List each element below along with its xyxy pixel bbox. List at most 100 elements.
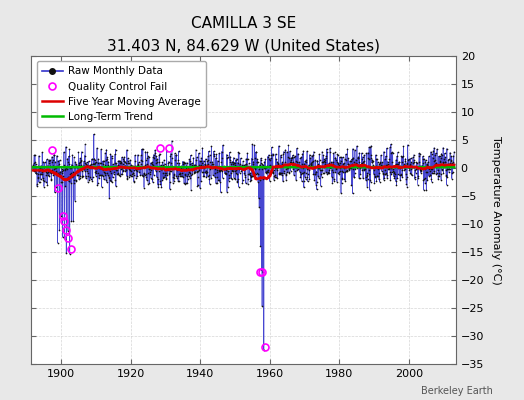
Point — [146, 165, 154, 172]
Point — [315, 156, 324, 163]
Point — [219, 142, 227, 148]
Point — [107, 152, 116, 159]
Point — [139, 171, 148, 177]
Point — [366, 177, 375, 183]
Point — [311, 157, 319, 163]
Point — [267, 169, 275, 176]
Point — [240, 162, 248, 168]
Point — [243, 150, 252, 156]
Point — [281, 166, 290, 172]
Point — [261, 164, 269, 171]
Point — [401, 156, 410, 162]
Point — [434, 176, 442, 182]
Point — [211, 164, 220, 171]
Point — [375, 178, 384, 185]
Point — [345, 166, 353, 172]
Point — [38, 149, 46, 156]
Point — [331, 155, 340, 161]
Point — [112, 160, 121, 166]
Point — [168, 138, 176, 144]
Point — [236, 155, 245, 161]
Point — [357, 161, 365, 168]
Point — [160, 174, 169, 180]
Point — [413, 172, 422, 179]
Point — [346, 164, 354, 170]
Point — [181, 172, 189, 178]
Point — [57, 179, 65, 185]
Point — [324, 167, 333, 174]
Point — [190, 169, 199, 175]
Point — [162, 170, 170, 176]
Point — [235, 150, 243, 156]
Point — [200, 164, 209, 171]
Point — [50, 166, 58, 172]
Point — [35, 153, 43, 159]
Point — [156, 151, 164, 157]
Point — [365, 167, 374, 174]
Point — [342, 151, 350, 157]
Point — [263, 169, 271, 175]
Point — [215, 167, 224, 174]
Point — [283, 148, 291, 155]
Point — [31, 159, 39, 165]
Point — [385, 166, 394, 172]
Point — [364, 176, 372, 182]
Point — [148, 175, 157, 182]
Point — [83, 159, 91, 166]
Point — [253, 170, 261, 176]
Point — [406, 170, 414, 176]
Point — [205, 176, 213, 182]
Point — [450, 161, 458, 168]
Point — [104, 172, 112, 178]
Point — [194, 182, 202, 188]
Point — [72, 178, 80, 184]
Point — [401, 165, 409, 172]
Point — [226, 175, 235, 181]
Point — [204, 148, 213, 154]
Point — [318, 173, 326, 180]
Point — [80, 166, 89, 172]
Point — [260, 165, 268, 172]
Point — [438, 152, 446, 158]
Point — [416, 163, 424, 169]
Point — [449, 153, 457, 159]
Point — [76, 155, 84, 162]
Point — [209, 161, 217, 167]
Point — [232, 166, 240, 173]
Point — [281, 159, 289, 165]
Point — [306, 154, 314, 161]
Point — [275, 170, 283, 177]
Point — [285, 169, 293, 175]
Point — [372, 178, 380, 185]
Point — [148, 161, 156, 167]
Point — [195, 167, 204, 173]
Point — [75, 174, 84, 181]
Point — [172, 152, 181, 158]
Point — [151, 147, 159, 153]
Point — [187, 172, 195, 178]
Point — [391, 171, 399, 177]
Point — [152, 174, 161, 180]
Point — [35, 178, 43, 185]
Point — [446, 150, 454, 156]
Point — [97, 160, 105, 166]
Point — [268, 168, 276, 174]
Point — [40, 183, 48, 190]
Point — [359, 167, 368, 173]
Point — [388, 150, 397, 156]
Point — [145, 166, 153, 173]
Point — [307, 159, 315, 166]
Point — [259, 347, 268, 353]
Point — [145, 154, 153, 160]
Point — [202, 167, 210, 174]
Point — [161, 170, 169, 176]
Point — [275, 169, 283, 176]
Point — [70, 164, 78, 170]
Point — [361, 166, 369, 172]
Point — [224, 168, 232, 174]
Point — [215, 168, 223, 174]
Point — [302, 157, 310, 163]
Point — [440, 156, 448, 162]
Point — [258, 303, 266, 309]
Point — [271, 151, 280, 157]
